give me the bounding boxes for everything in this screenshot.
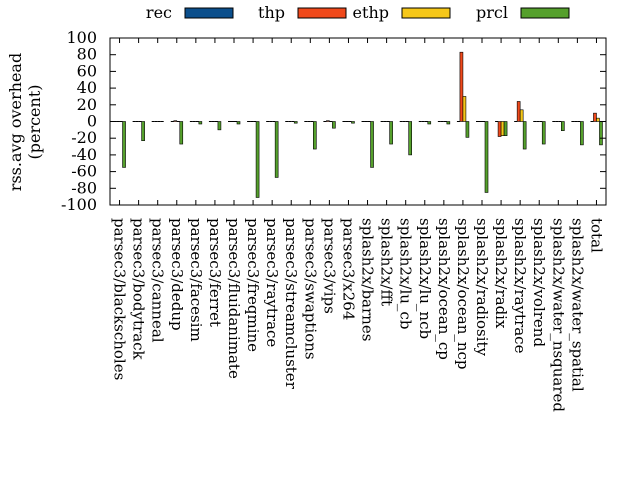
bar-prcl xyxy=(370,121,374,168)
x-tick-label: parsec3/blackscholes xyxy=(111,218,129,380)
x-tick-label: splash2x/fft xyxy=(378,218,396,306)
bar-prcl xyxy=(580,121,584,146)
x-tick-label: splash2x/radix xyxy=(492,218,510,329)
bar-prcl xyxy=(236,121,241,125)
bar-prcl xyxy=(446,121,451,125)
bar-thp xyxy=(459,51,464,122)
legend-label-rec: rec xyxy=(146,3,172,22)
bar-thp xyxy=(326,120,330,122)
y-tick-label: -20 xyxy=(71,128,97,147)
x-tick-label: parsec3/ferret xyxy=(206,218,224,327)
bar-thp xyxy=(173,120,178,122)
x-tick-label: splash2x/barnes xyxy=(359,218,377,341)
y-tick-label: -60 xyxy=(71,162,97,181)
bar-prcl xyxy=(293,121,298,124)
x-axis: parsec3/blackscholes parsec3/bodytrack par… xyxy=(111,38,605,412)
legend-swatch-prcl xyxy=(520,7,570,19)
bar-prcl xyxy=(122,121,126,168)
plot-area xyxy=(109,37,607,206)
y-axis-title-line2: (percent) xyxy=(25,84,44,159)
bar-prcl xyxy=(541,121,546,145)
legend-label-thp: thp xyxy=(258,3,285,22)
x-tick-label: parsec3/bodytrack xyxy=(130,218,148,361)
y-tick-label: 80 xyxy=(77,45,97,64)
x-tick-label: splash2x/ocean_cp xyxy=(435,218,453,360)
bar-prcl xyxy=(351,121,355,124)
x-tick-label: splash2x/lu_cb xyxy=(397,218,415,329)
x-tick-label: parsec3/streamcluster xyxy=(282,218,300,390)
y-axis-title-line1: rss.avg overhead xyxy=(6,53,25,191)
bar-prcl xyxy=(255,121,260,198)
y-tick-label: -80 xyxy=(71,178,97,197)
bar-prcl xyxy=(198,121,203,125)
legend-swatch-thp xyxy=(297,7,347,19)
x-tick-label: total xyxy=(587,218,605,253)
bar-prcl xyxy=(599,121,603,146)
x-tick-label: parsec3/facesim xyxy=(187,218,205,342)
x-tick-label: splash2x/volrend xyxy=(530,218,548,347)
y-tick-label: 0 xyxy=(87,112,97,131)
bar-prcl xyxy=(332,121,336,129)
y-tick-label: 60 xyxy=(77,61,97,80)
bar-prcl xyxy=(484,121,489,193)
x-tick-label: parsec3/raytrace xyxy=(263,218,281,347)
bar-ethp xyxy=(500,121,505,136)
bar-prcl xyxy=(179,121,184,145)
y-tick-label: -100 xyxy=(61,195,97,214)
x-tick-label: parsec3/swaptions xyxy=(301,218,319,360)
x-tick-label: parsec3/freqmine xyxy=(244,218,262,352)
bar-prcl xyxy=(561,121,565,131)
bar-ethp xyxy=(462,96,467,122)
bar-prcl xyxy=(389,121,393,145)
x-tick-label: parsec3/x264 xyxy=(339,218,357,320)
bar-prcl xyxy=(313,121,317,150)
y-tick-label: 40 xyxy=(77,78,97,97)
x-tick-label: splash2x/water_spatial xyxy=(568,218,586,392)
bar-prcl xyxy=(522,121,527,150)
x-tick-label: parsec3/fluidanimate xyxy=(225,218,243,379)
bar-ethp xyxy=(596,117,600,122)
y-tick-label: -40 xyxy=(71,145,97,164)
x-tick-label: parsec3/canneal xyxy=(149,218,167,343)
bar-prcl xyxy=(141,121,145,142)
x-tick-label: parsec3/dedup xyxy=(168,218,186,331)
x-tick-label: splash2x/raytrace xyxy=(511,218,529,354)
bar-prcl xyxy=(274,121,279,178)
legend-label-ethp: ethp xyxy=(353,3,389,22)
bar-ethp xyxy=(519,109,524,122)
x-tick-label: parsec3/vips xyxy=(320,218,338,314)
bar-prcl xyxy=(427,121,432,125)
x-tick-label: splash2x/lu_ncb xyxy=(416,218,434,339)
legend-swatch-rec xyxy=(184,7,234,19)
bar-thp xyxy=(497,121,502,137)
bar-prcl xyxy=(503,121,508,136)
legend-swatch-ethp xyxy=(401,7,451,19)
legend: rec thp ethp prcl xyxy=(146,3,570,22)
bar-prcl xyxy=(465,121,470,138)
bar-thp xyxy=(593,112,597,122)
bar-prcl xyxy=(408,121,412,156)
bar-thp xyxy=(516,101,521,122)
legend-label-prcl: prcl xyxy=(476,3,508,22)
x-tick-label: splash2x/water_nsquared xyxy=(549,218,567,412)
x-tick-label: splash2x/radiosity xyxy=(473,218,491,357)
x-tick-label: splash2x/ocean_ncp xyxy=(454,218,472,370)
y-axis-title: rss.avg overhead (percent) xyxy=(6,53,44,191)
plot-frame xyxy=(109,37,607,206)
y-tick-label: 100 xyxy=(66,28,97,47)
bars xyxy=(113,51,603,198)
bar-prcl xyxy=(217,121,222,131)
y-tick-label: 20 xyxy=(77,95,97,114)
